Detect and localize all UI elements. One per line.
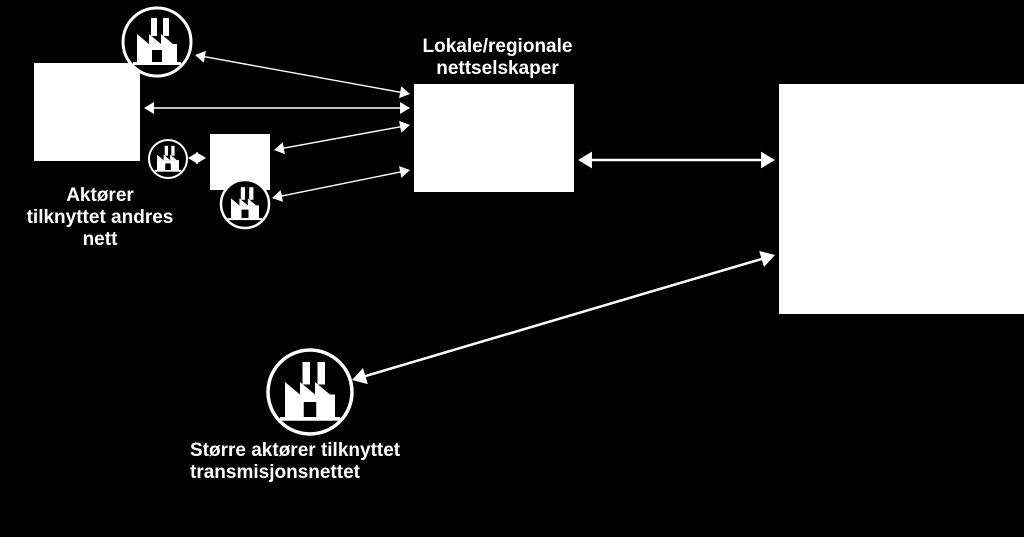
box-actor-small	[210, 134, 270, 190]
box-right	[779, 84, 1024, 314]
label-local: Lokale/regionalenettselskaper	[390, 36, 605, 80]
diagram-stage: Aktørertilknyttet andresnett Lokale/regi…	[0, 0, 1024, 537]
factory-icon	[268, 350, 352, 434]
label-large: Større aktører tilknyttettransmisjonsnet…	[190, 440, 470, 484]
factory-icon	[149, 140, 187, 178]
box-actor-large	[34, 63, 140, 161]
box-local	[414, 84, 574, 192]
label-actors: Aktørertilknyttet andresnett	[0, 185, 200, 251]
